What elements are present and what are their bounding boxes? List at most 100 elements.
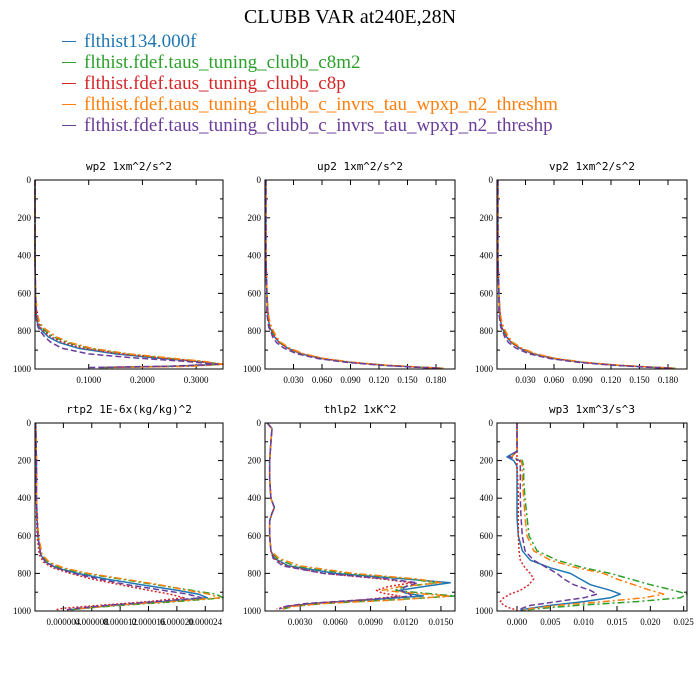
y-tick-label: 800 [480, 568, 494, 578]
x-tick-label: 0.030 [515, 375, 536, 385]
y-tick-label: 400 [18, 493, 32, 503]
series-line [497, 180, 673, 369]
x-tick-label: 0.180 [658, 375, 679, 385]
series-line [34, 422, 209, 611]
series-line [265, 180, 441, 369]
y-tick-label: 1000 [475, 364, 494, 374]
x-tick-label: 0.150 [629, 375, 650, 385]
legend-line-marker [62, 125, 76, 127]
x-tick-label: 0.180 [426, 375, 447, 385]
x-tick-label: 0.000004 [47, 617, 81, 627]
series-line [499, 423, 535, 611]
y-tick-label: 1000 [243, 606, 262, 616]
legend-line-marker [62, 41, 76, 43]
y-tick-label: 200 [480, 456, 494, 466]
y-tick-label: 800 [18, 568, 32, 578]
legend-item: flthist.fdef.taus_tuning_clubb_c8m2 [62, 52, 558, 73]
series-line [34, 180, 224, 369]
x-tick-label: 0.150 [397, 375, 418, 385]
x-tick-label: 0.000008 [75, 617, 109, 627]
y-tick-label: 600 [480, 288, 494, 298]
x-tick-label: 0.030 [283, 375, 304, 385]
y-tick-label: 400 [480, 251, 494, 261]
chart-title: thlp2 1xK^2 [324, 403, 397, 416]
chart-title: vp2 1xm^2/s^2 [549, 160, 635, 173]
y-tick-label: 600 [480, 531, 494, 541]
chart-panel: rtp2 1E-6x(kg/kg)^2 0 200 400 600 800 1000 0.00… [13, 403, 224, 627]
y-tick-label: 1000 [243, 364, 262, 374]
legend-item: flthist.fdef.taus_tuning_clubb_c8p [62, 73, 558, 94]
series-line [34, 180, 222, 369]
x-tick-label: 0.120 [601, 375, 622, 385]
y-tick-label: 200 [18, 213, 32, 223]
x-tick-label: 0.3000 [184, 375, 209, 385]
x-tick-label: 0.120 [369, 375, 390, 385]
series-line [266, 422, 419, 610]
x-tick-label: 0.000016 [132, 617, 166, 627]
y-tick-label: 600 [248, 288, 262, 298]
chart-title: up2 1xm^2/s^2 [317, 160, 403, 173]
plot-frame [34, 422, 224, 612]
series-line [265, 180, 444, 369]
y-tick-label: 600 [18, 288, 32, 298]
x-tick-label: 0.000020 [160, 617, 194, 627]
y-tick-label: 400 [248, 493, 262, 503]
chart-title: wp3 1xm^3/s^3 [549, 403, 635, 416]
x-tick-label: 0.0120 [393, 617, 418, 627]
y-tick-label: 800 [248, 568, 262, 578]
series-line [265, 180, 442, 369]
chart-panel: wp2 1xm^2/s^2 0 200 400 600 800 1000 0.1000 0.20… [13, 160, 224, 385]
y-tick-label: 200 [248, 456, 262, 466]
series-line [510, 423, 665, 611]
y-tick-label: 0 [257, 175, 262, 185]
x-tick-label: 0.0090 [358, 617, 383, 627]
y-tick-label: 400 [480, 493, 494, 503]
plot-frame [496, 422, 688, 612]
y-tick-label: 800 [18, 326, 32, 336]
x-tick-label: 0.0150 [429, 617, 454, 627]
x-tick-label: 0.000024 [188, 617, 222, 627]
series-line [508, 423, 598, 611]
y-tick-label: 200 [248, 213, 262, 223]
legend-line-marker [62, 62, 76, 64]
legend-label: flthist.fdef.taus_tuning_clubb_c8m2 [84, 52, 361, 73]
x-tick-label: 0.090 [340, 375, 361, 385]
plot-frame [496, 179, 688, 370]
series-line [510, 423, 688, 611]
series-line [34, 422, 221, 611]
y-tick-label: 200 [480, 213, 494, 223]
y-tick-label: 600 [248, 531, 262, 541]
y-tick-label: 600 [18, 531, 32, 541]
legend-label: flthist.fdef.taus_tuning_clubb_c8p [84, 73, 346, 94]
y-tick-label: 200 [18, 456, 32, 466]
legend-item: flthist134.000f [62, 31, 558, 52]
series-line [34, 422, 224, 611]
legend-label: flthist134.000f [84, 31, 197, 52]
x-tick-label: 0.005 [540, 617, 561, 627]
y-tick-label: 0 [27, 418, 32, 428]
series-line [34, 422, 203, 611]
series-line [497, 180, 675, 369]
series-line [34, 180, 224, 369]
series-line [497, 180, 670, 369]
chart-panel: thlp2 1xK^2 0 200 400 600 800 1000 0.0030 0.0060… [243, 403, 456, 627]
x-tick-label: 0.060 [544, 375, 565, 385]
legend-label: flthist.fdef.taus_tuning_clubb_c_invrs_t… [84, 94, 558, 115]
legend: flthist134.000f flthist.fdef.taus_tuning… [62, 31, 558, 136]
legend-item: flthist.fdef.taus_tuning_clubb_c_invrs_t… [62, 115, 558, 136]
y-tick-label: 400 [18, 251, 32, 261]
x-tick-label: 0.2000 [130, 375, 155, 385]
chart-title: wp2 1xm^2/s^2 [86, 160, 172, 173]
y-tick-label: 0 [489, 418, 494, 428]
plot-frame [264, 422, 456, 612]
y-tick-label: 800 [248, 326, 262, 336]
series-line [265, 180, 438, 369]
x-tick-label: 0.025 [674, 617, 695, 627]
y-tick-label: 400 [248, 251, 262, 261]
series-line [497, 180, 674, 369]
series-line [506, 423, 622, 611]
legend-item: flthist.fdef.taus_tuning_clubb_c_invrs_t… [62, 94, 558, 115]
x-tick-label: 0.000 [507, 617, 528, 627]
y-tick-label: 1000 [475, 606, 494, 616]
